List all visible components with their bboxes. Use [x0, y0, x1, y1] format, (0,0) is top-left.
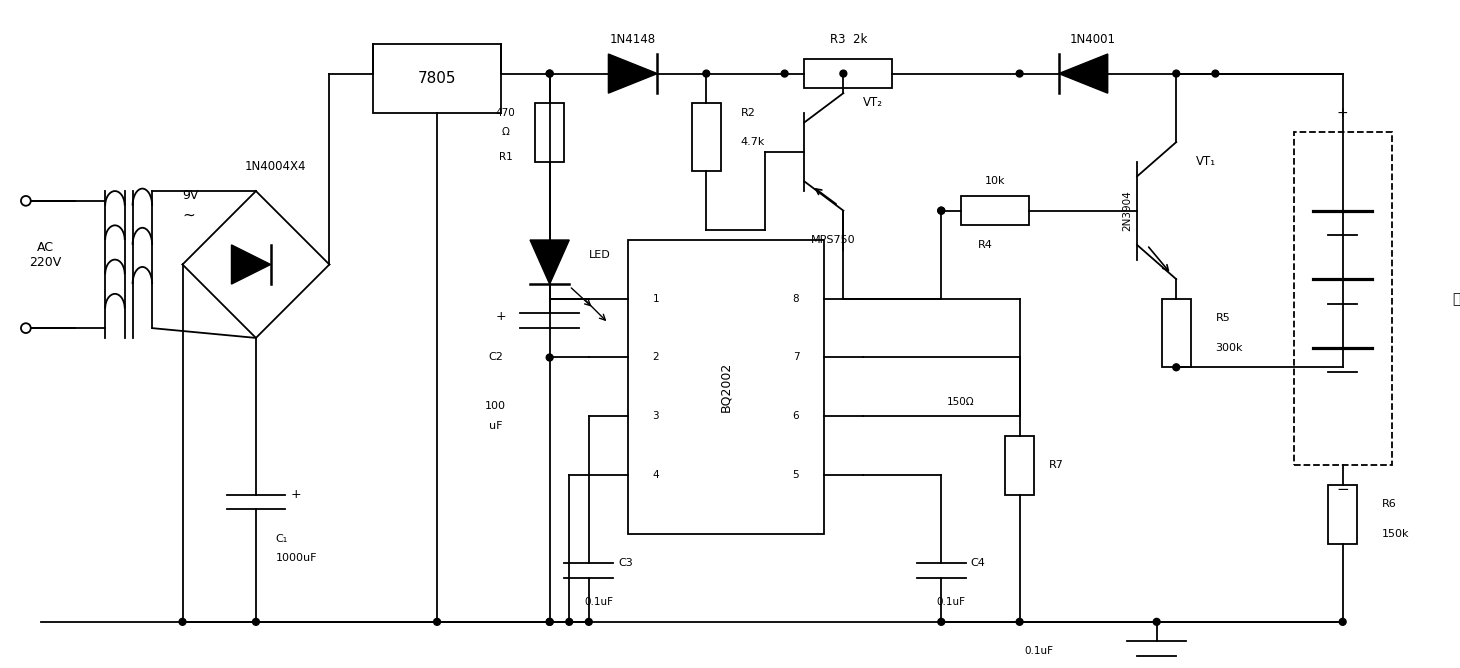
Text: 0.1uF: 0.1uF [936, 597, 965, 607]
Bar [961, 196, 1029, 225]
Bar [1329, 485, 1358, 544]
Text: R7: R7 [1048, 460, 1064, 470]
Circle shape [1172, 364, 1180, 371]
Text: R3  2k: R3 2k [829, 33, 867, 46]
Text: 1: 1 [653, 294, 658, 304]
Circle shape [1212, 70, 1219, 77]
Circle shape [937, 207, 945, 214]
Circle shape [937, 619, 945, 625]
Text: C3: C3 [618, 558, 634, 568]
Text: C2: C2 [488, 353, 504, 363]
Circle shape [253, 619, 260, 625]
Text: uF: uF [489, 421, 502, 431]
Text: +: + [495, 310, 507, 323]
Text: 0.1uF: 0.1uF [1025, 646, 1054, 656]
Text: 100: 100 [485, 401, 507, 411]
Text: 电池: 电池 [1451, 292, 1460, 306]
Circle shape [839, 70, 847, 77]
Polygon shape [232, 245, 270, 284]
Text: C₁: C₁ [276, 534, 288, 544]
Bar [374, 44, 501, 113]
Bar [1162, 299, 1191, 367]
Text: VT₁: VT₁ [1196, 155, 1216, 168]
Bar [804, 59, 892, 88]
Circle shape [1016, 619, 1023, 625]
Text: R4: R4 [978, 240, 993, 250]
Circle shape [1153, 619, 1161, 625]
Circle shape [566, 619, 572, 625]
Circle shape [1016, 70, 1023, 77]
Circle shape [546, 354, 553, 361]
Text: 300k: 300k [1215, 343, 1242, 353]
Circle shape [546, 70, 553, 77]
Text: 7805: 7805 [418, 71, 457, 86]
Text: 1N4001: 1N4001 [1070, 33, 1115, 46]
Polygon shape [530, 240, 569, 284]
Text: R2: R2 [740, 108, 755, 118]
Text: LED: LED [588, 250, 610, 260]
Bar [692, 103, 721, 172]
Text: 1000uF: 1000uF [276, 553, 317, 563]
Text: R6: R6 [1381, 500, 1397, 510]
Text: 8: 8 [793, 294, 799, 304]
Text: 6: 6 [793, 411, 799, 422]
Text: 2N3904: 2N3904 [1123, 190, 1133, 231]
Circle shape [1172, 70, 1180, 77]
Text: 9V: 9V [182, 190, 199, 202]
Text: AC
220V: AC 220V [29, 240, 61, 269]
Text: 150Ω: 150Ω [948, 397, 975, 407]
Text: 4: 4 [653, 470, 658, 480]
Circle shape [937, 207, 945, 214]
Bar [1294, 132, 1391, 465]
Text: 1N4004X4: 1N4004X4 [245, 160, 307, 173]
Text: 2: 2 [653, 353, 658, 363]
Text: 470: 470 [496, 108, 515, 118]
Circle shape [546, 70, 553, 77]
Text: 7: 7 [793, 353, 799, 363]
Polygon shape [1058, 54, 1108, 93]
Text: 150k: 150k [1381, 529, 1409, 538]
Text: 10k: 10k [986, 176, 1006, 186]
Circle shape [546, 619, 553, 625]
Text: ~: ~ [182, 208, 196, 223]
Text: 0.1uF: 0.1uF [584, 597, 613, 607]
Text: +: + [291, 488, 301, 501]
Text: MPS750: MPS750 [812, 235, 856, 245]
Circle shape [702, 70, 710, 77]
Text: −: − [1336, 482, 1349, 497]
Circle shape [546, 619, 553, 625]
Text: Ω: Ω [502, 128, 510, 138]
Bar [1004, 436, 1034, 494]
Polygon shape [609, 54, 657, 93]
Circle shape [1339, 619, 1346, 625]
Text: 1N4148: 1N4148 [610, 33, 656, 46]
Text: 5: 5 [793, 470, 799, 480]
Text: BQ2002: BQ2002 [720, 362, 733, 412]
Text: R5: R5 [1215, 313, 1231, 323]
Bar [628, 240, 823, 534]
Text: 3: 3 [653, 411, 658, 422]
Circle shape [781, 70, 788, 77]
Text: R1: R1 [499, 152, 512, 162]
Circle shape [434, 619, 441, 625]
Bar [534, 103, 565, 162]
Text: 4.7k: 4.7k [740, 137, 765, 147]
Text: C4: C4 [971, 558, 986, 568]
Circle shape [585, 619, 593, 625]
Text: VT₂: VT₂ [863, 96, 883, 110]
Text: +: + [1337, 106, 1349, 120]
Circle shape [180, 619, 185, 625]
